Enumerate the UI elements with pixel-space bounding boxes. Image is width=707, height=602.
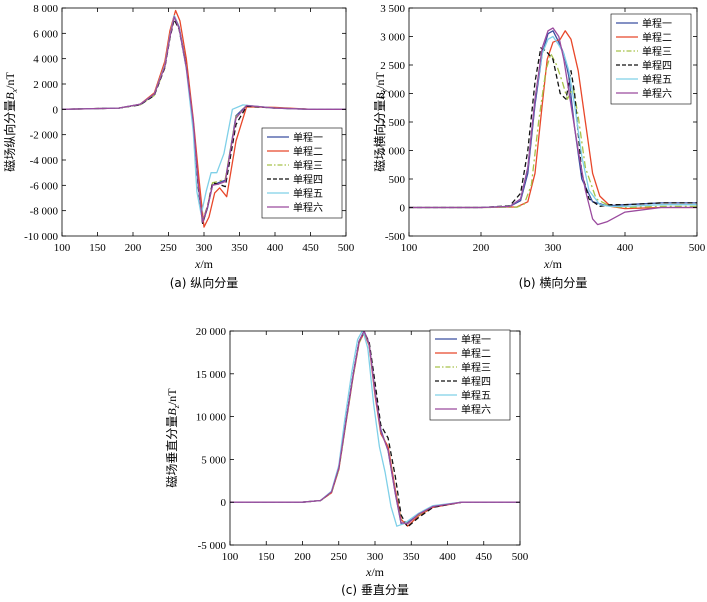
x-tick-label: 100 [401, 242, 418, 254]
series-group [409, 27, 697, 226]
legend-label-3: 单程三 [461, 362, 491, 374]
x-tick-label: 400 [267, 242, 284, 254]
y-tick-label: 2 000 [33, 79, 58, 91]
y-tick-label: -5 000 [198, 540, 227, 552]
y-tick-label: 0 [53, 104, 59, 116]
x-tick-label: 250 [331, 551, 348, 563]
x-tick-label: 500 [338, 242, 355, 254]
legend-label-6: 单程六 [293, 202, 323, 214]
y-axis-label: 磁场纵向分量Bx/nT [2, 72, 19, 172]
x-tick-label: 450 [302, 242, 319, 254]
legend-label-2: 单程二 [461, 348, 491, 360]
x-tick-label: 100 [54, 242, 71, 254]
y-tick-label: 2 000 [380, 89, 405, 101]
chart-panel-1: 100 200 300 400 500 3 500 3 000 2 500 2 000 1 500… [372, 3, 706, 290]
legend-label-5: 单程五 [642, 74, 672, 86]
legend-label-3: 单程三 [642, 46, 672, 58]
x-tick-label: 150 [89, 242, 106, 254]
series-line-2 [62, 9, 346, 228]
x-tick-label: 150 [258, 551, 275, 563]
y-tick-label: 3 000 [380, 32, 405, 44]
y-tick-label: 4 000 [33, 54, 58, 66]
y-tick-label: -6 000 [30, 180, 59, 192]
legend-label-2: 单程二 [293, 146, 323, 158]
x-tick-label: 200 [473, 242, 490, 254]
y-tick-label: 8 000 [33, 3, 58, 15]
chart-panel-0: 100 150 200 250 300 350 400 450 500 8 000 6 000 4 0… [2, 3, 355, 290]
x-tick-label: 300 [367, 551, 384, 563]
y-tick-label: 0 [400, 203, 406, 215]
legend-label-4: 单程四 [461, 376, 491, 388]
y-tick-label: -2 000 [30, 130, 59, 142]
series-line-6 [62, 16, 346, 223]
x-tick-label: 200 [294, 551, 311, 563]
y-tick-label: 20 000 [196, 326, 227, 338]
x-tick-label: 350 [231, 242, 248, 254]
x-tick-label: 400 [439, 551, 456, 563]
x-axis-label: x/m [543, 257, 563, 271]
x-axis-label: x/m [365, 565, 385, 579]
legend-label-3: 单程三 [293, 160, 323, 172]
y-tick-label: 5 000 [201, 454, 226, 466]
legend-label-4: 单程四 [642, 60, 672, 72]
chart-caption: (a) 纵向分量 [170, 275, 239, 290]
y-axis-label: 磁场横向分量By/nT [372, 72, 389, 172]
series-line-4 [409, 47, 697, 209]
chart-panel-2: 100 150 200 250 300 350 400 450 500 20 000 15 000 1… [164, 326, 529, 597]
y-tick-label: -10 000 [24, 231, 58, 243]
y-tick-label: 6 000 [33, 28, 58, 40]
x-tick-label: 350 [403, 551, 420, 563]
series-group [62, 9, 346, 228]
legend-label-5: 单程五 [461, 390, 491, 402]
series-group [230, 331, 520, 528]
y-tick-label: -4 000 [30, 155, 59, 167]
y-tick-label: 0 [221, 497, 227, 509]
y-tick-label: -8 000 [30, 206, 59, 218]
x-tick-label: 200 [125, 242, 142, 254]
legend-box [429, 329, 511, 421]
x-tick-label: 300 [196, 242, 213, 254]
series-line-6 [230, 331, 520, 525]
legend-label-2: 单程二 [642, 32, 672, 44]
legend-box [610, 13, 692, 105]
x-tick-label: 500 [689, 242, 706, 254]
x-tick-label: 450 [476, 551, 493, 563]
y-tick-label: 10 000 [196, 412, 227, 424]
x-axis-label: x/m [194, 257, 214, 271]
legend-label-6: 单程六 [642, 88, 672, 100]
legend-label-4: 单程四 [293, 174, 323, 186]
y-axis-label: 磁场垂直分量Bz/nT [164, 388, 181, 488]
x-tick-label: 500 [512, 551, 529, 563]
legend-label-6: 单程六 [461, 404, 491, 416]
legend-label-1: 单程一 [293, 132, 323, 144]
x-tick-label: 400 [617, 242, 634, 254]
y-tick-label: 2 500 [380, 60, 405, 72]
legend-label-5: 单程五 [293, 188, 323, 200]
y-tick-label: 1 000 [380, 146, 405, 158]
chart-caption: (c) 垂直分量 [341, 583, 409, 597]
y-tick-label: -500 [385, 231, 406, 243]
y-tick-label: 500 [389, 174, 406, 186]
x-tick-label: 300 [545, 242, 562, 254]
x-tick-label: 100 [222, 551, 239, 563]
chart-caption: (b) 横向分量 [519, 275, 588, 290]
series-line-6 [409, 27, 697, 226]
legend-label-1: 单程一 [642, 18, 672, 30]
x-tick-label: 250 [160, 242, 177, 254]
y-tick-label: 1 500 [380, 117, 405, 129]
y-tick-label: 3 500 [380, 3, 405, 15]
legend-label-1: 单程一 [461, 334, 491, 346]
y-tick-label: 15 000 [196, 369, 227, 381]
legend-box [261, 127, 343, 219]
